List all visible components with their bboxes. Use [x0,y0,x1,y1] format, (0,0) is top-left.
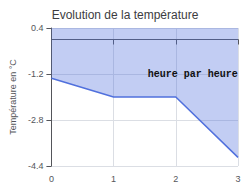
svg-text:-1.2: -1.2 [28,69,44,79]
svg-text:heure par heure: heure par heure [148,69,238,80]
svg-text:-2.8: -2.8 [28,115,44,125]
svg-text:Evolution de la température: Evolution de la température [52,8,199,22]
svg-text:Température en °C: Température en °C [8,59,18,135]
svg-text:0.4: 0.4 [31,23,44,33]
svg-text:2: 2 [173,174,178,184]
svg-text:3: 3 [235,174,240,184]
svg-text:1: 1 [111,174,116,184]
svg-text:-4.4: -4.4 [28,161,44,171]
svg-text:0: 0 [49,174,54,184]
